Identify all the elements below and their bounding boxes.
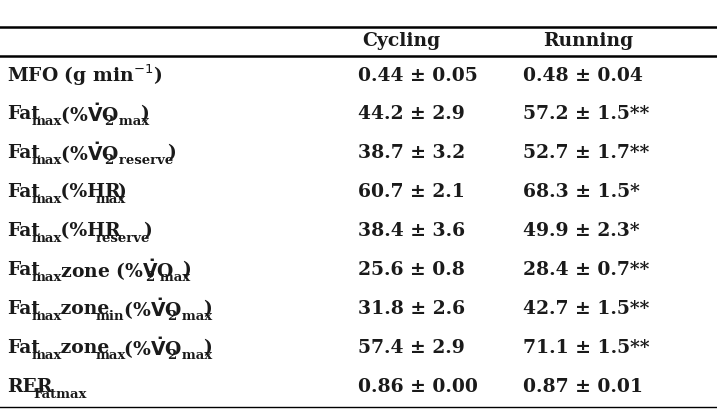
Text: RER: RER [7, 378, 52, 396]
Text: 49.9 ± 2.3*: 49.9 ± 2.3* [523, 222, 640, 240]
Text: 2 max: 2 max [168, 349, 212, 362]
Text: Running: Running [543, 32, 633, 51]
Text: min: min [95, 310, 124, 323]
Text: (%$\mathbf{\dot{V}}$O: (%$\mathbf{\dot{V}}$O [54, 102, 119, 127]
Text: 52.7 ± 1.7**: 52.7 ± 1.7** [523, 144, 650, 162]
Text: max: max [32, 271, 62, 284]
Text: Fatmax: Fatmax [34, 388, 87, 401]
Text: (%$\mathbf{\dot{V}}$O: (%$\mathbf{\dot{V}}$O [117, 335, 182, 361]
Text: (%$\mathbf{\dot{V}}$O: (%$\mathbf{\dot{V}}$O [117, 296, 182, 322]
Text: 42.7 ± 1.5**: 42.7 ± 1.5** [523, 300, 650, 318]
Text: Fat: Fat [7, 144, 40, 162]
Text: (%HR: (%HR [54, 222, 120, 240]
Text: max: max [32, 154, 62, 167]
Text: 0.87 ± 0.01: 0.87 ± 0.01 [523, 378, 643, 396]
Text: Fat: Fat [7, 183, 40, 201]
Text: ): ) [143, 222, 151, 240]
Text: 2 max: 2 max [168, 310, 212, 323]
Text: reserve: reserve [95, 232, 150, 245]
Text: max: max [32, 193, 62, 206]
Text: ): ) [117, 183, 125, 201]
Text: ): ) [167, 144, 176, 162]
Text: Fat: Fat [7, 300, 40, 318]
Text: 2 reserve: 2 reserve [105, 154, 174, 167]
Text: 0.48 ± 0.04: 0.48 ± 0.04 [523, 66, 643, 85]
Text: max: max [32, 232, 62, 245]
Text: MFO (g min$^{-1}$): MFO (g min$^{-1}$) [7, 63, 162, 88]
Text: 57.4 ± 2.9: 57.4 ± 2.9 [358, 339, 465, 357]
Text: 38.7 ± 3.2: 38.7 ± 3.2 [358, 144, 465, 162]
Text: 0.44 ± 0.05: 0.44 ± 0.05 [358, 66, 478, 85]
Text: max: max [95, 193, 125, 206]
Text: 25.6 ± 0.8: 25.6 ± 0.8 [358, 261, 465, 279]
Text: 28.4 ± 0.7**: 28.4 ± 0.7** [523, 261, 650, 279]
Text: ): ) [203, 300, 212, 318]
Text: zone: zone [54, 300, 110, 318]
Text: 38.4 ± 3.6: 38.4 ± 3.6 [358, 222, 465, 240]
Text: 44.2 ± 2.9: 44.2 ± 2.9 [358, 105, 465, 124]
Text: 2 max: 2 max [146, 271, 191, 284]
Text: Fat: Fat [7, 222, 40, 240]
Text: 2 max: 2 max [105, 115, 149, 128]
Text: zone: zone [54, 339, 110, 357]
Text: Fat: Fat [7, 339, 40, 357]
Text: ): ) [203, 339, 212, 357]
Text: (%$\mathbf{\dot{V}}$O: (%$\mathbf{\dot{V}}$O [54, 141, 119, 166]
Text: ): ) [181, 261, 191, 279]
Text: 60.7 ± 2.1: 60.7 ± 2.1 [358, 183, 465, 201]
Text: max: max [95, 349, 125, 362]
Text: max: max [32, 310, 62, 323]
Text: max: max [32, 115, 62, 128]
Text: Fat: Fat [7, 261, 40, 279]
Text: Cycling: Cycling [362, 32, 441, 51]
Text: Fat: Fat [7, 105, 40, 124]
Text: (%HR: (%HR [54, 183, 120, 201]
Text: 31.8 ± 2.6: 31.8 ± 2.6 [358, 300, 465, 318]
Text: 68.3 ± 1.5*: 68.3 ± 1.5* [523, 183, 640, 201]
Text: zone (%$\mathbf{\dot{V}}$O: zone (%$\mathbf{\dot{V}}$O [54, 257, 175, 283]
Text: 57.2 ± 1.5**: 57.2 ± 1.5** [523, 105, 650, 124]
Text: 71.1 ± 1.5**: 71.1 ± 1.5** [523, 339, 650, 357]
Text: ): ) [141, 105, 149, 124]
Text: 0.86 ± 0.00: 0.86 ± 0.00 [358, 378, 478, 396]
Text: max: max [32, 349, 62, 362]
